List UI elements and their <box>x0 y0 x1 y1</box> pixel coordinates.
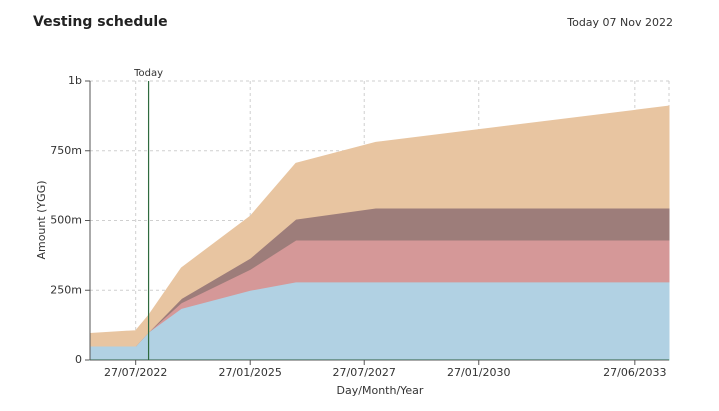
y-tick-label: 250m <box>50 283 82 296</box>
y-tick-label: 0 <box>75 353 82 366</box>
y-tick-label: 500m <box>50 214 82 227</box>
y-tick-label: 750m <box>50 144 82 157</box>
area <box>89 105 670 347</box>
x-tick-label: 27/01/2025 <box>219 366 282 379</box>
x-tick-label: 27/06/2033 <box>603 366 666 379</box>
x-tick-label: 27/01/2030 <box>447 366 510 379</box>
chart-title: Vesting schedule <box>33 14 168 30</box>
x-axis-title: Day/Month/Year <box>337 384 424 397</box>
y-axis-title: Amount (YGG) <box>35 180 48 259</box>
x-tick-label: 27/07/2027 <box>333 366 396 379</box>
x-tick-label: 27/07/2022 <box>104 366 167 379</box>
y-tick-label: 1b <box>68 74 82 87</box>
date-label: Today 07 Nov 2022 <box>566 16 673 29</box>
today-label: Today <box>133 68 163 79</box>
